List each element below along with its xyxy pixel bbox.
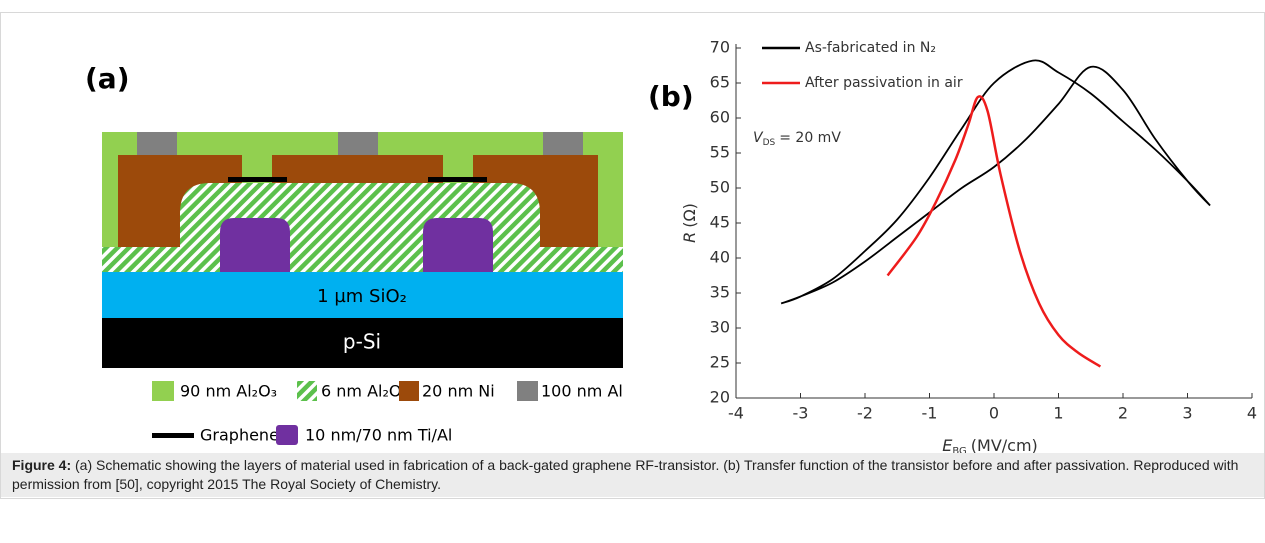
y-tick-label: 50 bbox=[710, 178, 730, 197]
layer-si bbox=[102, 318, 623, 368]
x-axis-label: EBG (MV/cm) bbox=[942, 436, 1038, 454]
figure: (a) 1 µm SiO₂ p-Si 90 nm Al₂O₃ 6 nm Al₂O… bbox=[85, 38, 1257, 454]
data-line bbox=[780, 59, 1211, 305]
x-label-subscript: BG bbox=[952, 446, 966, 453]
legend-swatch bbox=[399, 381, 419, 401]
legend-swatch bbox=[152, 433, 194, 438]
y-tick-label: 30 bbox=[710, 318, 730, 337]
annotation-subscript: DS bbox=[763, 138, 776, 148]
caption: Figure 4: (a) Schematic showing the laye… bbox=[1, 453, 1264, 497]
schematic: 1 µm SiO₂ p-Si bbox=[102, 132, 623, 368]
x-label-unit: (MV/cm) bbox=[971, 436, 1038, 454]
graphene bbox=[428, 177, 487, 182]
y-tick-label: 65 bbox=[710, 73, 730, 92]
data-line bbox=[886, 95, 1102, 368]
schematic-legend: 90 nm Al₂O₃ 6 nm Al₂O₃ 20 nm Ni 100 nm A… bbox=[152, 381, 623, 445]
al-pad bbox=[137, 132, 177, 155]
legend-swatch bbox=[297, 381, 317, 401]
annotation: VDS = 20 mV bbox=[753, 130, 841, 148]
x-tick-label: -1 bbox=[922, 404, 938, 423]
legend-swatch bbox=[517, 381, 538, 401]
y-axis-label: R (Ω) bbox=[680, 203, 699, 243]
x-tick-label: 4 bbox=[1247, 404, 1257, 423]
x-tick-label: -3 bbox=[793, 404, 809, 423]
x-tick-label: 0 bbox=[989, 404, 999, 423]
graphene bbox=[228, 177, 287, 182]
y-tick-label: 40 bbox=[710, 248, 730, 267]
al-pad bbox=[543, 132, 583, 155]
layer-sio2 bbox=[102, 272, 623, 319]
legend-label: 6 nm Al₂O₃ bbox=[321, 382, 408, 401]
legend-label: Graphene bbox=[200, 426, 279, 445]
legend-swatch bbox=[276, 425, 298, 445]
layer-label: p-Si bbox=[343, 330, 381, 354]
annotation-text: = 20 mV bbox=[779, 130, 841, 146]
caption-text: (a) Schematic showing the layers of mate… bbox=[12, 457, 1239, 492]
legend-label: As-fabricated in N₂ bbox=[805, 40, 936, 56]
legend-label: 20 nm Ni bbox=[422, 382, 495, 401]
y-label-unit: (Ω) bbox=[680, 203, 699, 228]
y-tick-label: 45 bbox=[710, 213, 730, 232]
layer-label: 1 µm SiO₂ bbox=[317, 286, 407, 307]
y-tick-label: 35 bbox=[710, 283, 730, 302]
x-tick-label: 1 bbox=[1053, 404, 1063, 423]
legend-label: 10 nm/70 nm Ti/Al bbox=[305, 426, 452, 445]
panel-label: (a) bbox=[85, 62, 130, 95]
x-label-symbol: E bbox=[942, 436, 953, 454]
legend-label: 100 nm Al bbox=[541, 382, 623, 401]
y-tick-label: 60 bbox=[710, 108, 730, 127]
gate-metal bbox=[423, 218, 493, 273]
y-tick-label: 70 bbox=[710, 38, 730, 57]
annotation-symbol: V bbox=[753, 130, 764, 146]
y-label-symbol: R bbox=[680, 232, 699, 243]
x-tick-label: -2 bbox=[857, 404, 873, 423]
y-tick-label: 25 bbox=[710, 353, 730, 372]
panel-label: (b) bbox=[648, 80, 694, 113]
legend-label: 90 nm Al₂O₃ bbox=[180, 382, 277, 401]
legend-swatch bbox=[152, 381, 174, 401]
x-tick-label: 2 bbox=[1118, 404, 1128, 423]
y-tick-label: 20 bbox=[710, 388, 730, 407]
x-tick-label: 3 bbox=[1182, 404, 1192, 423]
y-tick-label: 55 bbox=[710, 143, 730, 162]
legend-label: After passivation in air bbox=[805, 75, 963, 91]
gate-metal bbox=[220, 218, 290, 273]
x-tick-label: -4 bbox=[728, 404, 744, 423]
caption-label: Figure 4: bbox=[12, 457, 72, 473]
al-pad bbox=[338, 132, 378, 155]
